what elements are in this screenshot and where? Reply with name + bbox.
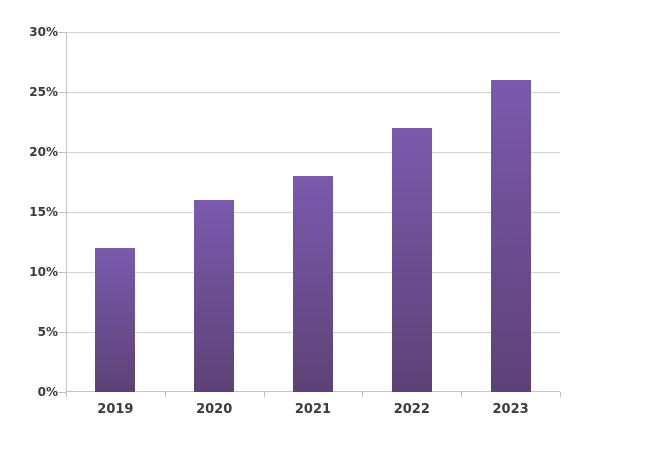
x-tick (560, 392, 561, 397)
plot-area (66, 32, 560, 392)
x-axis-category-label: 2021 (294, 402, 332, 417)
x-axis-category-label: 2019 (97, 402, 134, 417)
gridline-30 (66, 32, 560, 33)
y-tick-25 (59, 92, 66, 93)
y-axis-tick-label: 20% (29, 145, 58, 159)
bar-2021 (293, 176, 333, 392)
y-tick-20 (59, 152, 66, 153)
y-axis-tick-label: 10% (29, 265, 58, 279)
bar-2019 (95, 248, 136, 392)
x-tick (362, 392, 364, 397)
y-axis-tick-label: 15% (29, 205, 58, 219)
bar-2020 (194, 200, 235, 392)
x-tick (66, 392, 67, 397)
y-axis-tick-label: 0% (37, 385, 58, 399)
x-tick (164, 392, 166, 397)
bar-2022 (391, 128, 432, 392)
y-tick-10 (59, 272, 66, 273)
y-tick-15 (59, 212, 66, 213)
x-axis-category-label: 2022 (393, 402, 430, 417)
y-axis-line (66, 32, 67, 392)
gridline-20 (66, 152, 560, 153)
y-tick-30 (59, 32, 66, 33)
x-tick (461, 392, 463, 397)
y-axis-tick-label: 5% (37, 325, 58, 339)
gridline-25 (66, 92, 560, 93)
y-axis-tick-label: 30% (29, 25, 58, 39)
x-axis-category-label: 2023 (492, 402, 529, 417)
y-axis-tick-label: 25% (29, 85, 58, 99)
x-tick (263, 392, 265, 397)
bar-2023 (490, 80, 531, 392)
y-tick-5 (59, 332, 66, 333)
y-tick-0 (59, 392, 66, 393)
x-axis-category-label: 2020 (196, 402, 233, 417)
